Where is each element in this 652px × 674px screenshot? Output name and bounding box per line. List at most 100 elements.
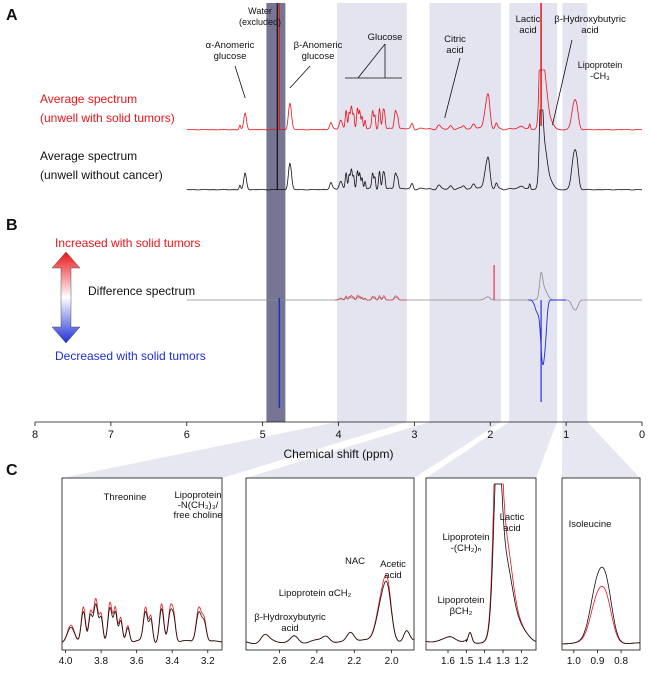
lactic-label-line-1: acid bbox=[519, 25, 536, 36]
acetic-label-line-0: Acetic bbox=[380, 559, 406, 570]
decrease-label: Decreased with solid tumors bbox=[55, 349, 206, 363]
x-tick-label-5: 5 bbox=[260, 429, 266, 441]
zoom-tick-label: 2.2 bbox=[347, 656, 361, 667]
highlight-band bbox=[509, 3, 558, 422]
zoom-tick-label: 1.3 bbox=[496, 656, 510, 667]
alpha-glucose-leader bbox=[234, 65, 246, 99]
control-series-label-2: (unwell without cancer) bbox=[40, 168, 163, 182]
glucose-label: Glucose bbox=[368, 32, 403, 43]
water-exclusion-band bbox=[266, 3, 286, 422]
zoom-control-line bbox=[245, 580, 414, 644]
lipoprotein-ch2n-label-line-0: Lipoprotein bbox=[442, 532, 489, 543]
zoom-control-line bbox=[562, 566, 640, 645]
zoom-connector bbox=[246, 422, 501, 478]
alpha-glucose-label-line-0: α-Anomeric bbox=[206, 40, 255, 51]
beta-glucose-label-line-0: β-Anomeric bbox=[294, 40, 343, 51]
bhb-label-line-0: β-Hydroxybutyric bbox=[554, 14, 626, 25]
difference-spectrum-label: Difference spectrum bbox=[88, 284, 195, 298]
tumor-series-label-2: (unwell with solid tumors) bbox=[40, 111, 175, 125]
lipoprotein-ch3-label-line-1: -CH₃ bbox=[590, 71, 610, 81]
citric-leader bbox=[444, 57, 461, 119]
beta-glucose-leader bbox=[289, 65, 311, 89]
beta-glucose-label-line-1: glucose bbox=[302, 51, 335, 62]
x-tick-label-7: 7 bbox=[108, 429, 114, 441]
zoom-tick-label: 3.6 bbox=[130, 656, 144, 667]
zoom-connector bbox=[62, 422, 407, 478]
tumor-series-label-1: Average spectrum bbox=[40, 92, 137, 106]
isoleucine-label: Isoleucine bbox=[569, 519, 612, 530]
lipoprotein-ch3-label-line-0: Lipoprotein bbox=[578, 60, 623, 70]
panel-b bbox=[51, 251, 642, 408]
zoom-lactic-label-line-0: Lactic bbox=[500, 512, 525, 523]
panel-c: 4.0 3.8 3.6 3.4 3.2 2.6 2.4 2.2 2.0 1.6 1.5 1.4 1.3 1… bbox=[59, 477, 641, 667]
text-labels: A B C Average spectrum (unwell with solid tu… bbox=[6, 6, 626, 634]
x-tick-label-4: 4 bbox=[335, 429, 341, 441]
x-tick-label-8: 8 bbox=[32, 429, 38, 441]
zoom-tick-label: 3.8 bbox=[94, 656, 108, 667]
zoom-tick-label: 2.4 bbox=[310, 656, 324, 667]
lipoprotein-beta-label-line-1: βCH₂ bbox=[450, 606, 473, 617]
increase-label: Increased with solid tumors bbox=[55, 236, 200, 250]
zoom-tick-label: 1.6 bbox=[441, 656, 455, 667]
zoom-control-line bbox=[61, 603, 222, 643]
zoom-tick-label: 3.2 bbox=[201, 656, 215, 667]
nac-label: NAC bbox=[345, 556, 365, 567]
control-spectrum-line bbox=[186, 109, 642, 191]
lipoprotein-alpha-label: Lipoprotein αCH₂ bbox=[279, 588, 352, 599]
up-down-arrow bbox=[51, 251, 81, 344]
highlight-bands bbox=[266, 3, 588, 422]
increase-trace bbox=[334, 294, 407, 301]
x-tick-label-3: 3 bbox=[411, 429, 417, 441]
panel-letter-c: C bbox=[6, 462, 18, 479]
zoom-control-line bbox=[425, 483, 536, 644]
glucose-leader-1 bbox=[357, 43, 386, 79]
lipoprotein-n-label-line-2: free choline bbox=[173, 510, 222, 521]
lipoprotein-beta-label-line-0: Lipoprotein bbox=[437, 595, 484, 606]
lactic-label-line-0: Lactic bbox=[516, 14, 541, 25]
panel-a bbox=[186, 3, 642, 191]
zoom-tick-label: 4.0 bbox=[59, 656, 73, 667]
water-label-line-1: (excluded) bbox=[239, 17, 281, 27]
threonine-label: Threonine bbox=[104, 492, 147, 503]
difference-spectrum-line bbox=[186, 272, 642, 311]
zoom-bhb-label-line-0: β-Hydroxybutyric bbox=[254, 612, 326, 623]
x-axis-title: Chemical shift (ppm) bbox=[283, 447, 393, 461]
bhb-leader bbox=[552, 39, 573, 126]
highlight-band bbox=[562, 3, 588, 422]
highlight-band bbox=[429, 3, 501, 422]
x-axis: 8 7 6 5 4 3 2 1 0 Chemical shift (ppm) bbox=[32, 421, 645, 461]
zoom-connectors bbox=[62, 422, 640, 478]
x-tick-label-0: 0 bbox=[639, 429, 645, 441]
zoom-connector bbox=[426, 422, 558, 478]
zoom-tick-label: 1.4 bbox=[478, 656, 492, 667]
x-tick-label-1: 1 bbox=[563, 429, 569, 441]
zoom-tick-label: 1.2 bbox=[514, 656, 528, 667]
zoom-tick-label: 3.4 bbox=[165, 656, 179, 667]
alpha-glucose-label-line-1: glucose bbox=[214, 51, 247, 62]
highlight-band bbox=[336, 3, 407, 422]
panel-letter-a: A bbox=[6, 7, 18, 24]
zoom-box bbox=[561, 477, 641, 651]
citric-label-line-1: acid bbox=[446, 45, 463, 56]
lipoprotein-ch2n-label-line-1: -(CH₂)ₙ bbox=[451, 543, 482, 554]
panel-letter-b: B bbox=[6, 217, 18, 234]
bhb-label-line-1: acid bbox=[581, 25, 598, 36]
lipoprotein-n-label-line-1: -N(CH₃)₃/ bbox=[178, 500, 219, 511]
zoom-box bbox=[245, 477, 415, 651]
zoom-tick-label: 1.0 bbox=[567, 656, 581, 667]
zoom-tick-label: 2.0 bbox=[385, 656, 399, 667]
zoom-tick-label: 0.9 bbox=[591, 656, 605, 667]
zoom-lactic-label-line-1: acid bbox=[503, 523, 520, 534]
lipoprotein-n-label-line-0: Lipoprotein bbox=[174, 490, 221, 501]
zoom-tick-label: 0.8 bbox=[614, 656, 628, 667]
water-label-line-0: Water bbox=[248, 6, 272, 16]
zoom-tick-label: 2.6 bbox=[273, 656, 287, 667]
x-tick-label-2: 2 bbox=[487, 429, 493, 441]
zoom-bhb-label-line-1: acid bbox=[281, 623, 298, 634]
zoom-box bbox=[425, 477, 537, 651]
decrease-trace bbox=[528, 299, 566, 366]
x-tick-label-6: 6 bbox=[184, 429, 190, 441]
zoom-connector bbox=[562, 422, 640, 478]
acetic-label-line-1: acid bbox=[384, 570, 401, 581]
